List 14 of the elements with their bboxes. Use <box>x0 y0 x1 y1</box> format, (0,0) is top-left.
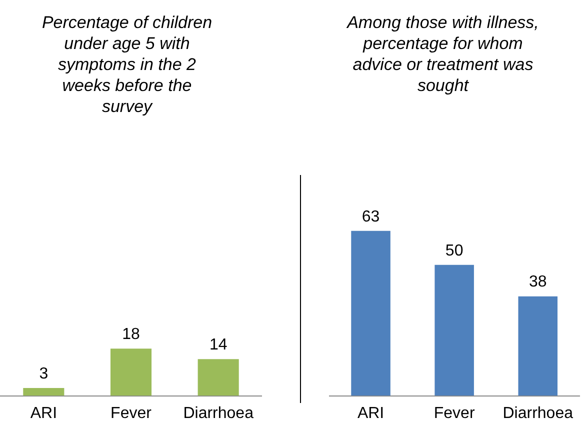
x-tick-label: Fever <box>434 404 476 422</box>
chart-title: Among those with illness, percentage for whom advice or treatment was sought <box>346 12 540 96</box>
data-label: 63 <box>362 208 380 226</box>
x-tick-label: Fever <box>110 404 152 422</box>
data-label: 3 <box>39 365 48 382</box>
x-tick-label: ARI <box>30 404 58 422</box>
x-tick-label: Diarrhoea <box>183 404 254 422</box>
data-label: 50 <box>445 242 464 260</box>
data-label: 38 <box>528 274 547 291</box>
x-tick-label: ARI <box>357 404 384 422</box>
data-label: 18 <box>122 326 140 344</box>
x-tick-label: Diarrhoea <box>502 404 574 422</box>
chart-title: Percentage of children under age 5 with symptoms in the 2 weeks before the survey <box>40 12 214 117</box>
data-label: 14 <box>209 336 228 354</box>
